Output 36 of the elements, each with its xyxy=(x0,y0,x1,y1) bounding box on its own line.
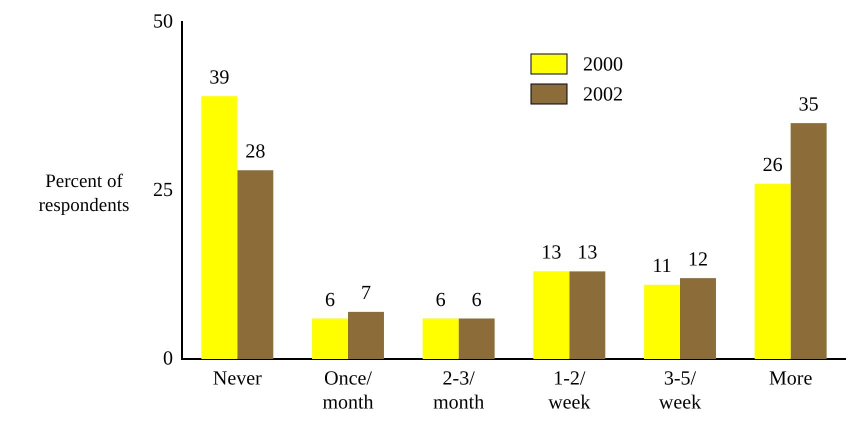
y-tick-label: 0 xyxy=(163,347,173,370)
bar xyxy=(201,96,238,359)
x-tick-label: 1-2/ week xyxy=(548,367,590,414)
data-label: 6 xyxy=(436,288,446,311)
data-label: 26 xyxy=(762,154,783,176)
bar xyxy=(644,284,680,359)
data-label: 13 xyxy=(541,242,562,264)
bar xyxy=(422,318,459,359)
bar xyxy=(533,271,570,359)
bar xyxy=(237,170,274,359)
bar xyxy=(790,123,827,359)
data-label: 6 xyxy=(325,288,336,311)
data-label: 28 xyxy=(245,140,266,163)
y-tick-label: 25 xyxy=(153,178,173,201)
legend-label: 2002 xyxy=(583,83,623,106)
legend-label: 2000 xyxy=(583,53,623,76)
y-tick-label: 50 xyxy=(153,10,173,32)
x-tick-label: 2-3/ month xyxy=(433,367,484,414)
data-label: 11 xyxy=(652,255,672,278)
data-label: 13 xyxy=(577,242,598,264)
data-label: 35 xyxy=(798,93,819,116)
x-tick-label: Never xyxy=(212,367,262,390)
bar xyxy=(312,318,348,359)
x-tick-label: 3-5/ week xyxy=(658,367,702,414)
y-axis-title: Percent of respondents xyxy=(38,170,130,218)
data-label: 12 xyxy=(688,248,708,270)
x-tick-label: Once/ month xyxy=(322,367,374,414)
x-tick-label: More xyxy=(769,367,812,390)
bar xyxy=(569,271,606,359)
bar xyxy=(680,278,716,359)
bar xyxy=(458,318,495,359)
data-label: 6 xyxy=(472,288,482,311)
data-label: 7 xyxy=(360,282,371,304)
data-label: 39 xyxy=(209,66,230,88)
bar xyxy=(348,312,384,359)
bar xyxy=(754,184,791,359)
